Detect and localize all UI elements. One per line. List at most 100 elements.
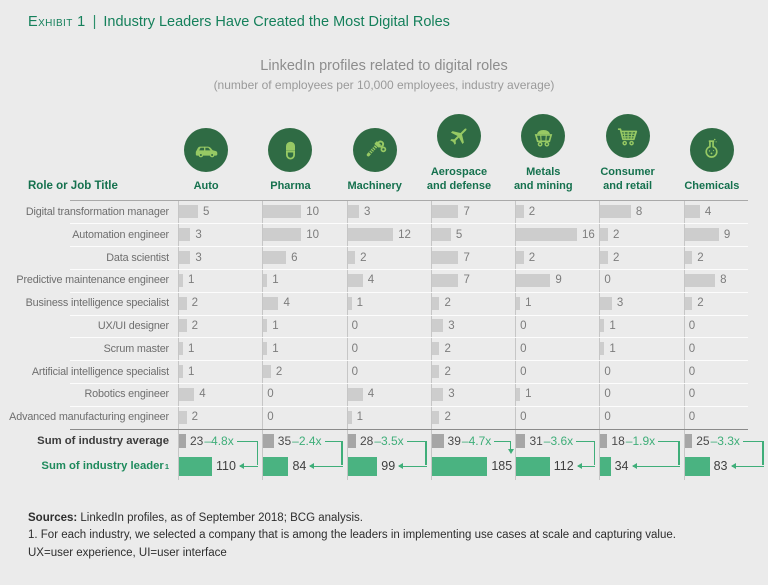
bar-value: 7 bbox=[463, 205, 470, 218]
summary-cell-chemicals: 25 –3.3x 83 bbox=[683, 429, 768, 480]
leader-bar bbox=[600, 456, 611, 476]
sum-average-line: 39 –4.7x bbox=[431, 430, 515, 453]
arrow-line-top bbox=[658, 440, 680, 442]
leader-value: 84 bbox=[292, 459, 307, 474]
bar bbox=[179, 319, 187, 333]
bar-value: 3 bbox=[195, 251, 202, 264]
arrow-line-top bbox=[494, 440, 512, 442]
bar-value: 3 bbox=[616, 297, 624, 310]
bar-cell: 1 bbox=[599, 314, 683, 338]
bar-value: 2 bbox=[191, 297, 198, 310]
bar-cell: 4 bbox=[178, 382, 262, 406]
table-row-predictive-maintenance-engineer: Predictive maintenance engineer 1 1 4 7 9 0 8 bbox=[16, 268, 768, 292]
table-row-artificial-intelligence-specialist: Artificial intelligence specialist 1 2 0 2 0 0… bbox=[28, 360, 768, 383]
bar-value: 6 bbox=[291, 251, 298, 264]
pill-icon bbox=[268, 128, 313, 173]
industry-header-consumer-and-retail: Consumer and retail bbox=[585, 114, 669, 200]
bar-cell: 2 bbox=[683, 291, 768, 315]
bar bbox=[600, 342, 605, 356]
bar-value: 2 bbox=[191, 411, 198, 424]
bar bbox=[431, 228, 451, 242]
bar-cell: 12 bbox=[346, 223, 431, 247]
bar bbox=[263, 228, 302, 242]
bar bbox=[347, 273, 363, 287]
bar-cell: 2 bbox=[515, 246, 599, 269]
bar-cell: 2 bbox=[599, 223, 683, 247]
bar-value: 2 bbox=[613, 251, 620, 264]
leader-bar bbox=[684, 456, 710, 476]
bar-value: 4 bbox=[199, 388, 206, 401]
bar bbox=[600, 228, 609, 242]
summary-rows: Sum of industry average Sum of industry … bbox=[28, 429, 768, 480]
table-row-automation-engineer: Automation engineer 3 10 12 5 16 2 9 bbox=[28, 223, 768, 247]
chart-title: LinkedIn profiles related to digital rol… bbox=[260, 58, 508, 74]
sum-leader-label: Sum of industry leader 1 bbox=[41, 460, 169, 473]
bar bbox=[263, 342, 268, 356]
arrow-left-icon bbox=[238, 463, 259, 470]
arrow-left-icon bbox=[576, 463, 596, 470]
arrow-connector bbox=[509, 440, 512, 449]
table-row-scrum-master: Scrum master 1 1 0 2 0 1 0 bbox=[28, 337, 768, 361]
bar bbox=[516, 251, 524, 265]
bar-value: 7 bbox=[463, 251, 470, 264]
bar-value: 1 bbox=[188, 365, 195, 378]
leader-bar bbox=[179, 456, 212, 476]
bar-cell: 16 bbox=[515, 223, 599, 247]
bar-cell: 0 bbox=[683, 405, 768, 429]
role-label: Data scientist bbox=[106, 251, 169, 264]
bar-value: 3 bbox=[448, 388, 455, 401]
role-label: Artificial intelligence specialist bbox=[31, 365, 169, 378]
bar-value: 1 bbox=[272, 342, 279, 355]
role-label: Digital transformation manager bbox=[25, 205, 169, 218]
bar-value: 9 bbox=[555, 274, 562, 287]
bar-cell: 2 bbox=[262, 360, 346, 383]
bar-cell: 4 bbox=[262, 291, 346, 315]
role-column-header: Role or Job Title bbox=[28, 179, 118, 192]
bar-cell: 1 bbox=[178, 337, 262, 361]
table-row-ux-ui-designer: UX/UI designer 2 1 0 3 0 1 0 bbox=[28, 314, 768, 338]
bar-cell: 0 bbox=[346, 360, 431, 383]
bar-cell: 0 bbox=[515, 360, 599, 383]
bar-cell: 0 bbox=[683, 337, 768, 361]
bar bbox=[431, 205, 459, 219]
bar-value: 0 bbox=[520, 342, 527, 355]
sum-average-line: 25 –3.3x bbox=[684, 430, 768, 453]
bar bbox=[263, 319, 268, 333]
bar-value: 12 bbox=[398, 228, 411, 241]
multiplier-value: –4.7x bbox=[461, 434, 492, 449]
shopping-cart-icon bbox=[605, 114, 650, 158]
bar bbox=[347, 228, 394, 242]
bar-cell: 10 bbox=[262, 200, 346, 224]
industry-header-pharma: Pharma bbox=[248, 128, 332, 199]
industry-header-aerospace-and-defense: Aerospace and defense bbox=[417, 114, 501, 200]
bar-cell: 2 bbox=[178, 314, 262, 338]
table-row-business-intelligence-specialist: Business intelligence specialist 2 4 1 2 1 3 2 bbox=[26, 291, 768, 315]
bar bbox=[684, 251, 693, 265]
bar-cell: 1 bbox=[599, 337, 683, 361]
industry-header-row: Role or Job Title Auto Pharma Machinery Aer… bbox=[28, 114, 768, 200]
average-bar bbox=[684, 434, 693, 449]
bar-cell: 1 bbox=[515, 382, 599, 406]
bar-cell: 0 bbox=[262, 405, 346, 429]
bar-cell: 2 bbox=[178, 291, 262, 315]
bar bbox=[431, 296, 440, 310]
table-row-robotics-engineer: Robotics engineer 4 0 4 3 1 0 0 bbox=[28, 382, 768, 406]
bar bbox=[179, 205, 198, 219]
bar bbox=[431, 410, 440, 424]
sum-leader-line: 99 bbox=[347, 453, 431, 480]
role-label: Scrum master bbox=[103, 342, 170, 355]
bar-value: 1 bbox=[609, 342, 616, 355]
table-row-advanced-manufacturing-engineer: Advanced manufacturing engineer 2 0 1 2 0 0 0 bbox=[9, 405, 768, 429]
bar-value: 5 bbox=[455, 228, 463, 241]
bar-value: 0 bbox=[351, 365, 358, 378]
multiplier-value: –4.8x bbox=[204, 434, 234, 449]
bar-value: 2 bbox=[697, 297, 704, 310]
bar-value: 2 bbox=[275, 365, 283, 378]
multiplier-value: –3.3x bbox=[710, 434, 740, 449]
bar-value: 10 bbox=[306, 228, 320, 241]
bar-value: 0 bbox=[520, 411, 527, 424]
leader-value: 83 bbox=[713, 459, 728, 474]
bar-value: 1 bbox=[188, 342, 195, 355]
table-row-data-scientist: Data scientist 3 6 2 7 2 2 2 bbox=[28, 246, 768, 269]
average-bar bbox=[179, 434, 186, 449]
